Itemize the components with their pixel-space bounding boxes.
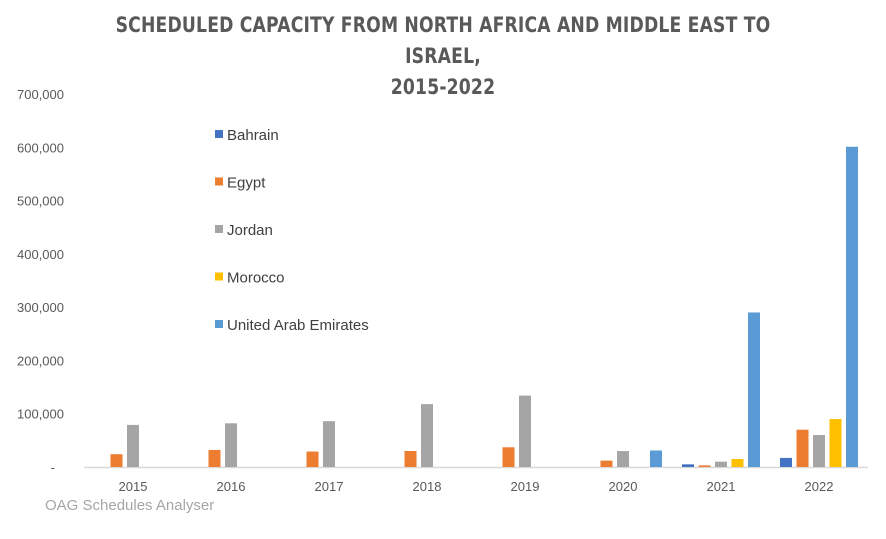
x-tick-label: 2019 [511,479,540,494]
bar-egypt-2018 [404,451,417,467]
bar-morocco-2021 [731,459,744,467]
x-tick-label: 2018 [413,479,442,494]
x-tick-label: 2020 [609,479,638,494]
legend-item: Egypt [215,175,266,192]
bar-united-arab-emirates-2022 [846,146,858,467]
legend: Bahrain Egypt Jordan Morocco United Arab Emi… [215,127,369,334]
chart-title-line2: 2015-2022 [390,75,496,99]
y-tick-label: 300,000 [17,300,64,315]
x-axis: 2015 2016 2017 2018 2019 2020 2021 2022 [119,479,834,494]
y-tick-label: - [51,460,55,475]
legend-label: Egypt [227,175,266,192]
legend-swatch [215,225,223,233]
legend-item: Bahrain [215,127,279,144]
y-tick-label: 700,000 [17,87,64,102]
bar-bahrain-2021 [682,464,694,467]
legend-item: Jordan [215,222,273,239]
bar-jordan-2019 [519,395,531,467]
bar-egypt-2020 [600,460,613,467]
bar-egypt-2021 [698,465,711,467]
bar-egypt-2019 [502,447,515,467]
legend-item: United Arab Emirates [215,317,369,334]
legend-swatch [215,177,223,186]
bar-egypt-2022 [796,429,809,467]
y-tick-label: 400,000 [17,247,64,262]
y-tick-label: 200,000 [17,353,64,368]
bar-jordan-2021 [715,461,727,467]
y-tick-label: 600,000 [17,140,64,155]
legend-label: United Arab Emirates [227,317,369,334]
x-tick-label: 2015 [119,479,148,494]
bar-jordan-2022 [813,435,825,467]
legend-label: Jordan [227,222,273,239]
legend-label: Bahrain [227,127,279,144]
chart-title: SCHEDULED CAPACITY FROM NORTH AFRICA AND… [80,10,807,103]
legend-swatch [215,272,223,281]
legend-label: Morocco [227,270,285,287]
legend-item: Morocco [215,270,285,287]
y-tick-label: 500,000 [17,194,64,209]
source-note: OAG Schedules Analyser [45,497,215,514]
bar-jordan-2018 [421,404,433,467]
x-tick-label: 2021 [707,479,736,494]
chart-title-line1: SCHEDULED CAPACITY FROM NORTH AFRICA AND… [115,13,771,68]
bar-jordan-2015 [127,424,139,467]
bar-egypt-2016 [208,449,221,467]
y-axis: - 100,000 200,000 300,000 400,000 500,000 600,… [17,87,64,475]
bar-egypt-2015 [110,454,123,467]
bar-egypt-2017 [306,451,319,467]
bar-jordan-2017 [323,421,335,467]
x-tick-label: 2022 [805,479,834,494]
legend-swatch [215,320,223,328]
bar-jordan-2020 [617,451,629,467]
bar-united-arab-emirates-2020 [650,450,662,467]
x-tick-label: 2016 [217,479,246,494]
legend-swatch [215,130,223,138]
bar-morocco-2022 [829,419,842,467]
bar-jordan-2016 [225,423,237,467]
bars [110,146,858,467]
x-tick-label: 2017 [315,479,344,494]
bar-united-arab-emirates-2021 [748,312,760,467]
bar-bahrain-2022 [780,457,792,467]
y-tick-label: 100,000 [17,407,64,422]
